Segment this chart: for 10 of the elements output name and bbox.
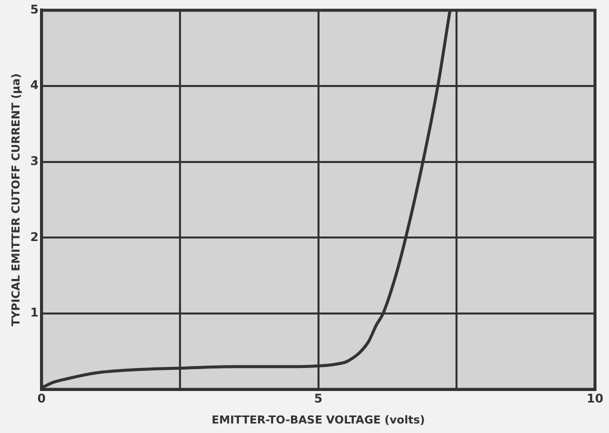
y-tick-label: 2	[30, 230, 39, 244]
y-tick-label: 5	[30, 2, 39, 16]
x-tick-label: 5	[314, 392, 322, 406]
y-axis-title: TYPICAL EMITTER CUTOFF CURRENT (μa)	[9, 73, 22, 326]
x-tick-label: 10	[586, 392, 604, 406]
x-tick-label: 0	[37, 392, 46, 406]
y-tick-label: 3	[30, 154, 39, 168]
y-tick-label: 4	[30, 78, 39, 92]
x-axis-title: EMITTER-TO-BASE VOLTAGE (volts)	[212, 413, 425, 426]
y-tick-label: 1	[30, 306, 39, 320]
